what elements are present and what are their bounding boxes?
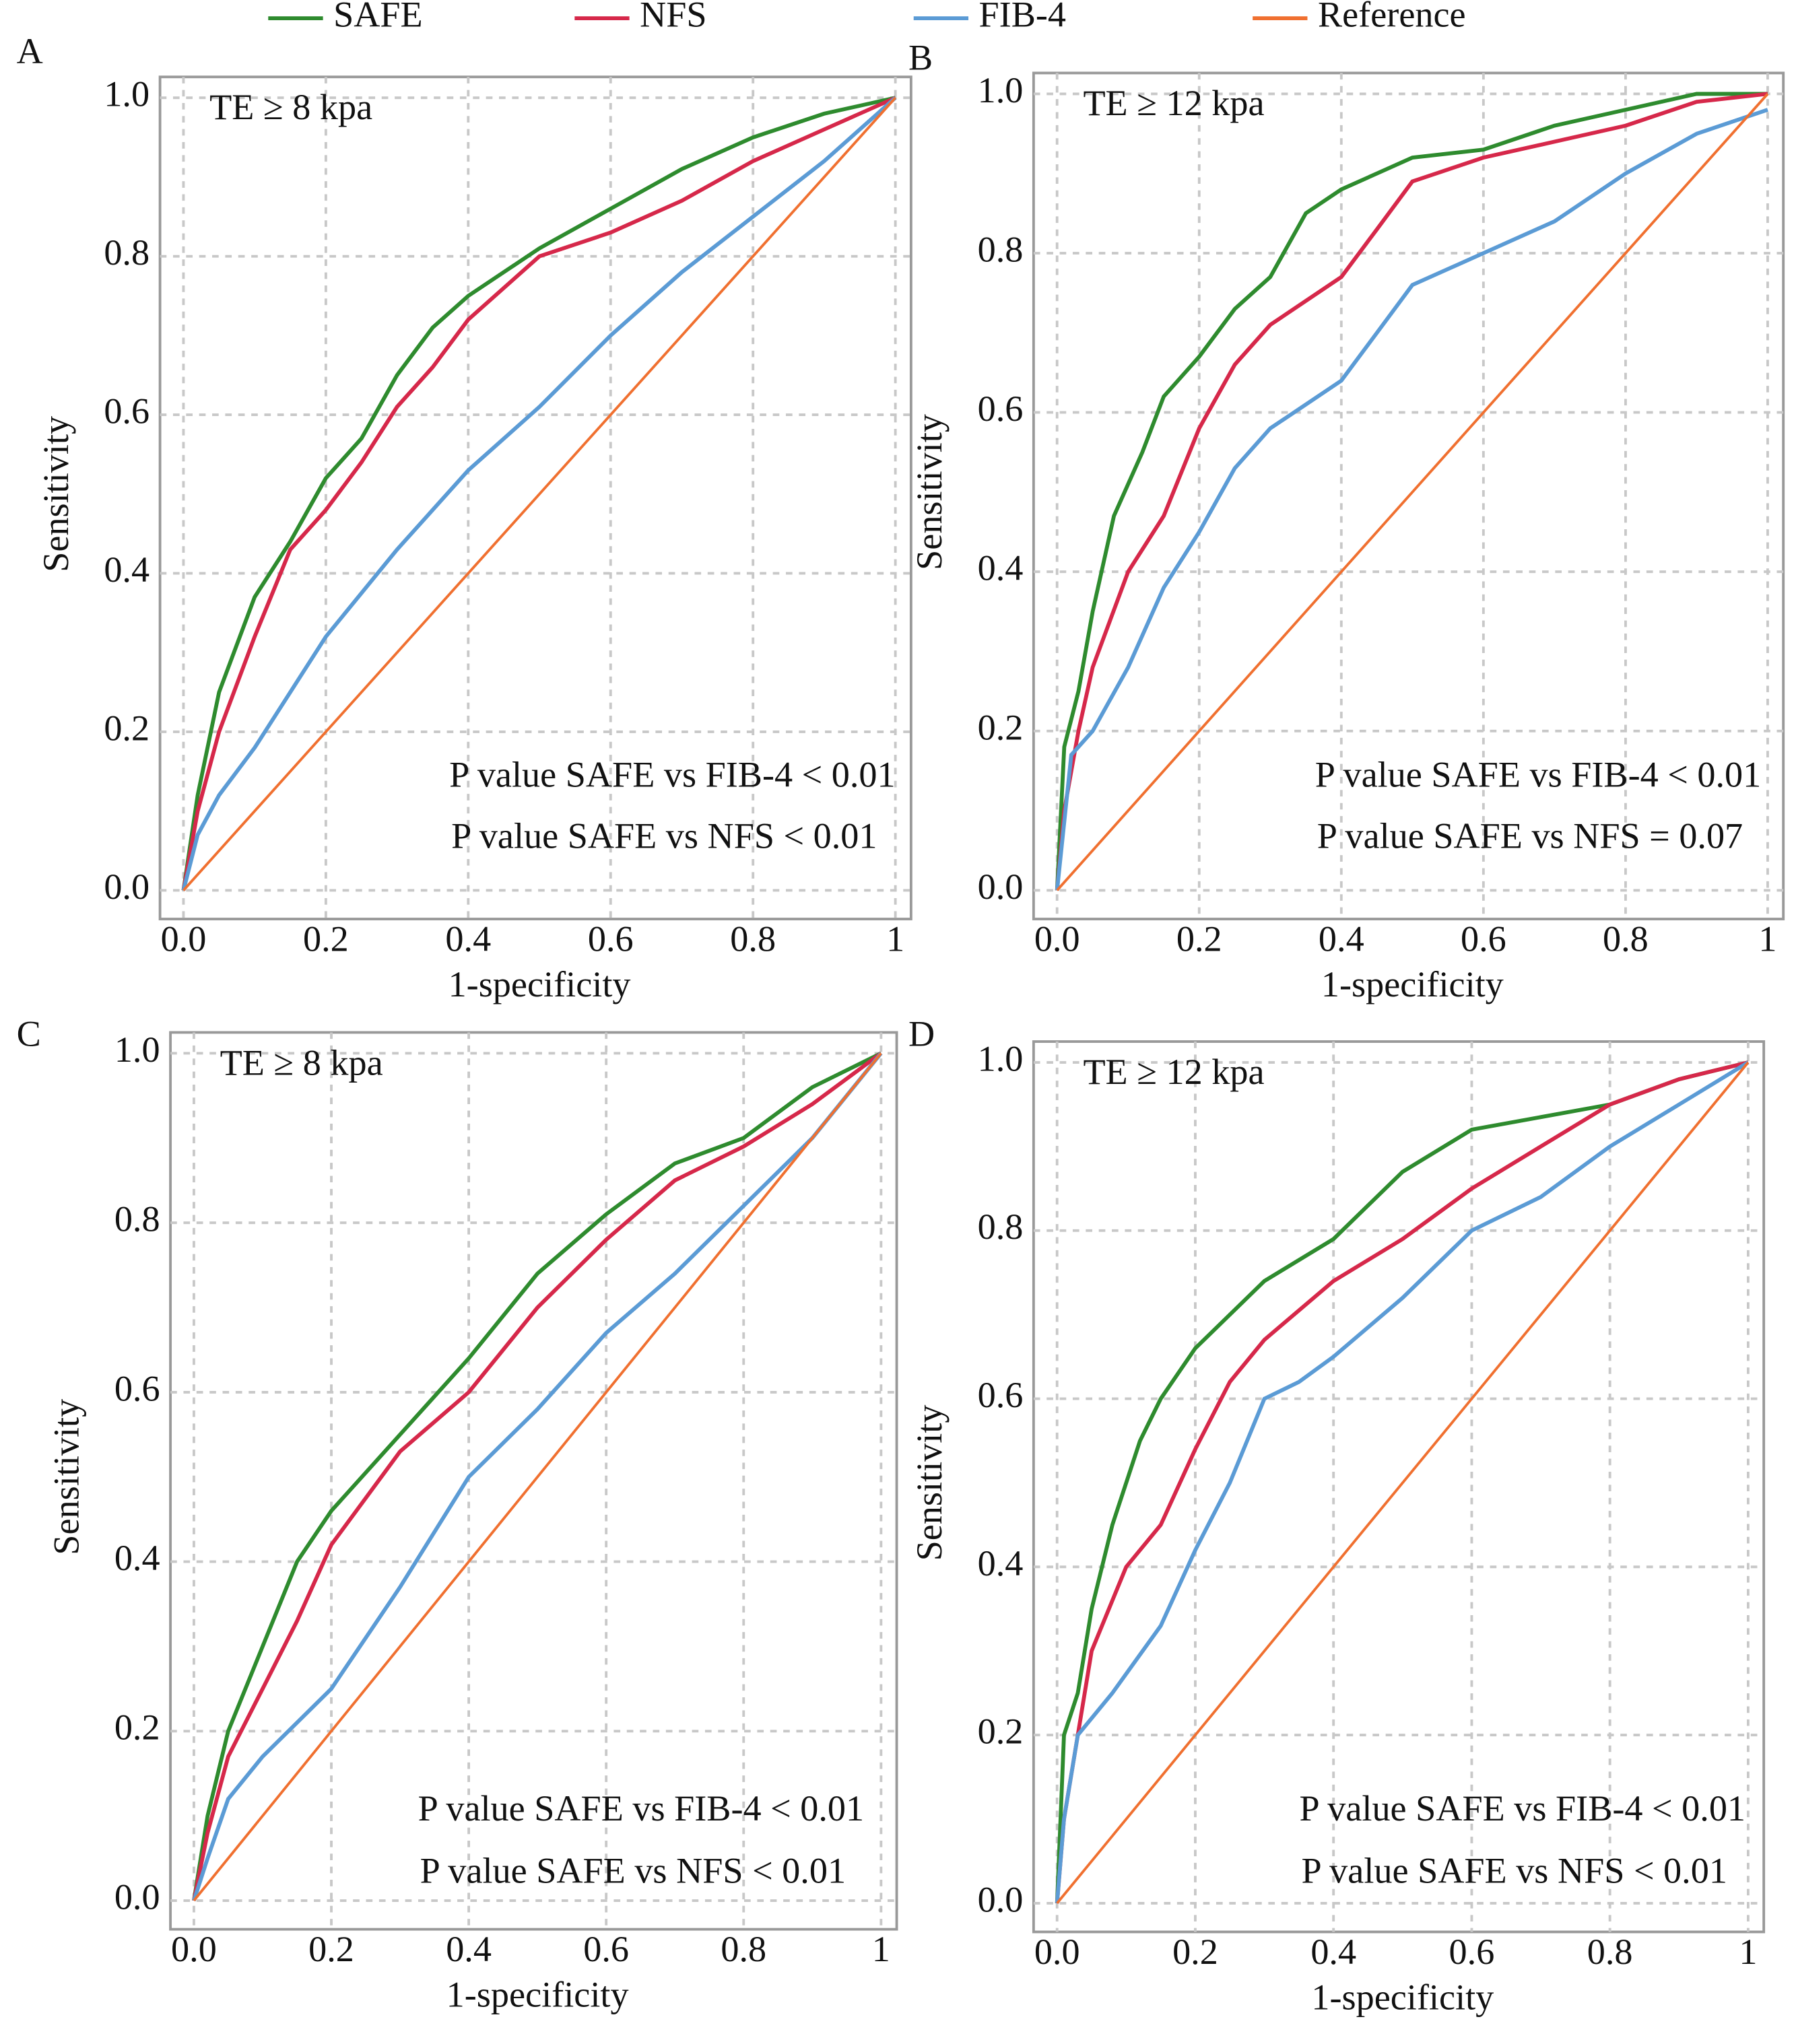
annotation: P value SAFE vs NFS < 0.01 — [420, 1851, 846, 1891]
y-tick-label: 0.0 — [104, 866, 149, 907]
y-tick-label: 0.2 — [978, 707, 1024, 747]
y-tick-label: 0.0 — [978, 866, 1024, 907]
x-axis-title: 1-specificity — [1321, 964, 1504, 1004]
x-tick-label: 0.4 — [445, 918, 491, 959]
x-tick-label: 0.6 — [1461, 918, 1506, 959]
x-tick-label: 0.0 — [1034, 918, 1080, 959]
annotation: P value SAFE vs NFS < 0.01 — [1302, 1851, 1727, 1891]
y-tick-label: 0.4 — [978, 1543, 1024, 1583]
roc-line — [193, 1052, 882, 1902]
y-tick-label: 1.0 — [114, 1029, 160, 1070]
annotation: P value SAFE vs NFS < 0.01 — [451, 815, 877, 856]
y-tick-label: 0.8 — [114, 1199, 160, 1239]
plot-frame — [1032, 71, 1785, 920]
y-tick-label: 0.2 — [978, 1711, 1024, 1752]
annotation: TE ≥ 8 kpa — [209, 87, 372, 127]
plot-frame — [1032, 1040, 1766, 1934]
annotation: P value SAFE vs NFS = 0.07 — [1317, 815, 1743, 856]
roc-line — [1055, 1060, 1749, 1904]
y-axis-title: Sensitivity — [909, 414, 950, 570]
x-tick-label: 0.6 — [1449, 1932, 1495, 1972]
roc-line — [192, 1052, 883, 1901]
plot-frame — [169, 1031, 898, 1931]
panel-label: D — [908, 1014, 935, 1054]
legend-label: FIB-4 — [979, 0, 1067, 35]
annotation: TE ≥ 12 kpa — [1083, 1052, 1264, 1092]
annotation: P value SAFE vs FIB-4 < 0.01 — [1300, 1788, 1745, 1829]
x-tick-label: 0.4 — [1310, 1932, 1356, 1972]
roc-line — [181, 96, 897, 891]
x-tick-label: 0.0 — [1034, 1932, 1080, 1972]
plot-frame — [158, 75, 912, 920]
roc-line — [192, 1052, 883, 1901]
panel-label: B — [908, 37, 933, 77]
roc-line — [1055, 108, 1768, 891]
y-tick-label: 0.6 — [114, 1368, 160, 1408]
x-tick-label: 0.8 — [721, 1929, 766, 1969]
x-axis-title: 1-specificity — [446, 1975, 629, 2015]
x-tick-label: 0.2 — [1172, 1932, 1218, 1972]
y-tick-label: 0.8 — [978, 229, 1024, 269]
y-tick-label: 0.2 — [114, 1707, 160, 1748]
legend-label: Reference — [1318, 0, 1466, 35]
x-tick-label: 0.4 — [446, 1929, 492, 1969]
y-tick-label: 0.6 — [104, 391, 149, 432]
x-tick-label: 1 — [872, 1929, 890, 1969]
y-axis-title: Sensitivity — [36, 416, 76, 572]
y-tick-label: 0.8 — [104, 232, 149, 273]
x-tick-label: 0.2 — [1176, 918, 1222, 959]
roc-line — [1055, 92, 1768, 891]
y-tick-label: 0.4 — [104, 549, 149, 590]
x-axis-title: 1-specificity — [448, 964, 631, 1004]
y-tick-label: 1.0 — [978, 70, 1024, 110]
x-tick-label: 0.6 — [588, 918, 634, 959]
roc-line — [181, 96, 896, 891]
y-tick-label: 0.0 — [114, 1876, 160, 1917]
x-tick-label: 1 — [1739, 1932, 1757, 1972]
x-tick-label: 0.4 — [1319, 918, 1364, 959]
annotation: P value SAFE vs FIB-4 < 0.01 — [418, 1788, 864, 1829]
y-tick-label: 0.4 — [978, 548, 1024, 588]
x-tick-label: 1 — [886, 918, 904, 959]
roc-line — [181, 96, 896, 891]
y-tick-label: 0.8 — [978, 1206, 1024, 1247]
x-tick-label: 0.6 — [583, 1929, 629, 1969]
y-tick-label: 0.6 — [978, 388, 1024, 429]
y-tick-label: 1.0 — [104, 74, 149, 114]
x-tick-label: 0.2 — [308, 1929, 354, 1969]
x-tick-label: 0.8 — [1603, 918, 1649, 959]
roc-line — [1056, 1061, 1750, 1905]
y-axis-title: Sensitivity — [46, 1399, 86, 1555]
y-tick-label: 0.2 — [104, 708, 149, 748]
roc-line — [1055, 92, 1768, 891]
y-tick-label: 0.4 — [114, 1538, 160, 1578]
legend-label: SAFE — [333, 0, 423, 35]
y-tick-label: 0.0 — [978, 1879, 1024, 1919]
roc-line — [192, 1051, 882, 1901]
annotation: TE ≥ 12 kpa — [1083, 83, 1264, 123]
roc-line — [1056, 93, 1769, 891]
x-tick-label: 1 — [1758, 918, 1776, 959]
legend-label: NFS — [640, 0, 706, 35]
roc-line — [182, 96, 897, 891]
roc-line — [1055, 1060, 1749, 1904]
annotation: P value SAFE vs FIB-4 < 0.01 — [449, 754, 895, 794]
x-tick-label: 0.8 — [730, 918, 776, 959]
annotation: P value SAFE vs FIB-4 < 0.01 — [1315, 754, 1761, 794]
x-tick-label: 0.2 — [303, 918, 349, 959]
x-tick-label: 0.0 — [171, 1929, 217, 1969]
panel-label: A — [17, 31, 43, 71]
x-tick-label: 0.0 — [161, 918, 207, 959]
x-axis-title: 1-specificity — [1311, 1977, 1494, 2018]
x-tick-label: 0.8 — [1587, 1932, 1633, 1972]
roc-line — [1055, 1060, 1750, 1904]
y-axis-title: Sensitivity — [909, 1405, 950, 1561]
annotation: TE ≥ 8 kpa — [220, 1042, 383, 1083]
panel-label: C — [17, 1014, 41, 1054]
y-tick-label: 1.0 — [978, 1038, 1024, 1079]
y-tick-label: 0.6 — [978, 1375, 1024, 1415]
